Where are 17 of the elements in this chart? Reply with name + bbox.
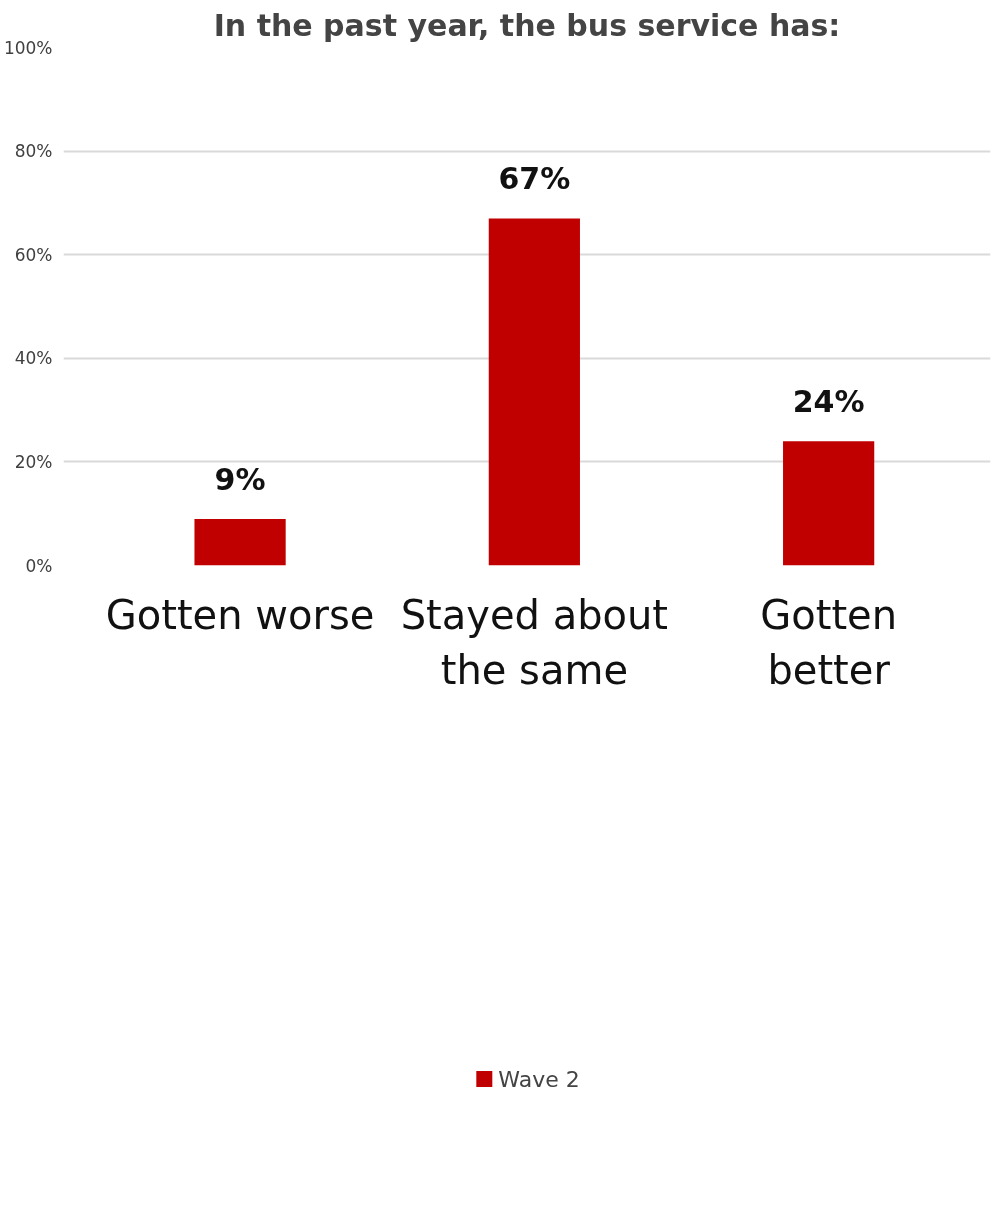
bar	[488, 218, 580, 566]
y-tick-label: 100%	[3, 37, 53, 58]
text: 24%	[792, 384, 865, 420]
x-tick-label: Gotten worse	[105, 591, 375, 638]
y-tick-label: 40%	[14, 348, 53, 369]
chart-title: In the past year, the bus service has:	[213, 7, 841, 43]
bar	[783, 441, 875, 566]
legend-label: Wave 2	[498, 1066, 580, 1092]
x-tick-label: Stayed about the same	[400, 591, 669, 693]
y-tick-label: 60%	[14, 244, 53, 265]
text: 9%	[214, 461, 266, 497]
bar	[194, 518, 286, 566]
y-tick-label: 20%	[14, 451, 53, 472]
y-tick-label: 80%	[14, 141, 53, 162]
text: 67%	[498, 161, 571, 197]
x-tick-label: Gotten better	[760, 591, 898, 693]
y-tick-label: 0%	[25, 555, 53, 576]
